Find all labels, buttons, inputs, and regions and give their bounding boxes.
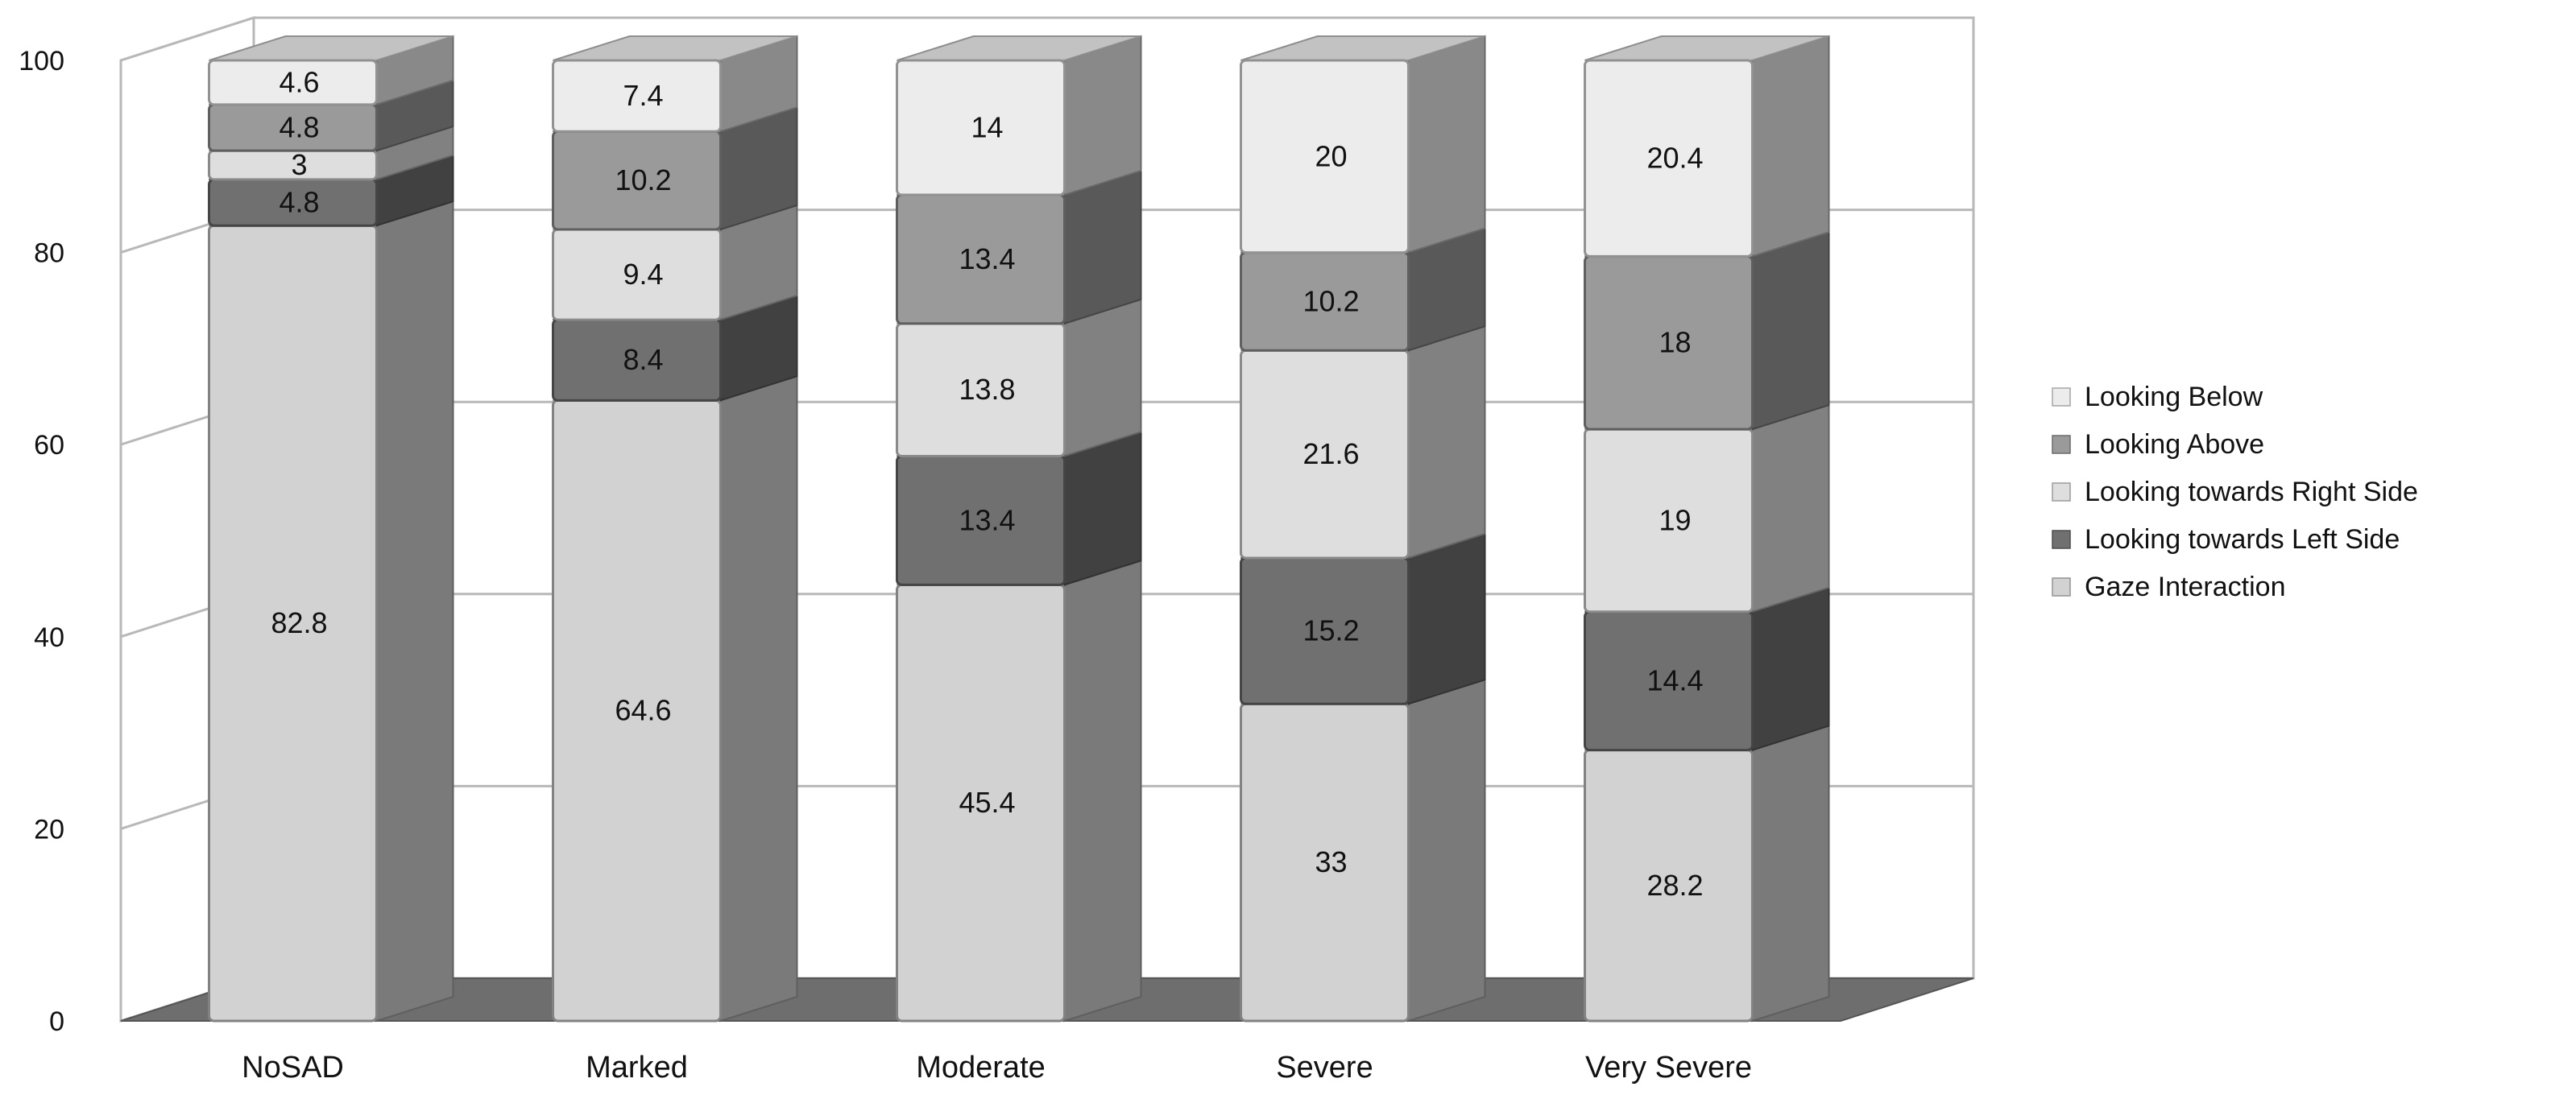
y-tick-label-100: 100 bbox=[19, 46, 64, 76]
bar-segment-looking-below-marked: 7.4 bbox=[552, 35, 798, 133]
bar-side-face bbox=[1751, 35, 1830, 258]
y-axis-tick-labels: 0 20 40 60 80 100 bbox=[19, 46, 64, 1037]
bar-side-face bbox=[719, 374, 798, 1023]
legend-label-looking-towards-right-side: Looking towards Right Side bbox=[2085, 477, 2418, 507]
data-label-looking-below-severe: 20 bbox=[1315, 139, 1347, 172]
bar-side-face bbox=[1407, 35, 1486, 254]
bar-segment-gaze-interaction-very-severe: 28.2 bbox=[1584, 725, 1830, 1023]
x-tick-label-moderate: Moderate bbox=[916, 1051, 1046, 1085]
bar-front-face bbox=[896, 59, 1066, 196]
bar-segment-looking-below-moderate: 14 bbox=[896, 35, 1142, 196]
y-tick-label-40: 40 bbox=[34, 622, 64, 653]
x-tick-label-very-severe: Very Severe bbox=[1585, 1051, 1752, 1085]
bar-segment-looking-towards-right-side-moderate: 13.8 bbox=[896, 298, 1142, 458]
bar-side-face bbox=[1063, 560, 1142, 1023]
bar-side-face bbox=[1063, 35, 1142, 196]
legend-swatch-gaze-interaction bbox=[2052, 577, 2071, 597]
y-tick-label-60: 60 bbox=[34, 430, 64, 461]
data-label-looking-towards-right-side-nosad: 3 bbox=[291, 148, 307, 181]
bar-side-face bbox=[1751, 725, 1830, 1023]
data-label-looking-below-very-severe: 20.4 bbox=[1646, 142, 1703, 175]
bar-side-face bbox=[1407, 678, 1486, 1023]
bar-severe: 33 15.2 21.6 10.2 20 bbox=[1240, 35, 1486, 1023]
data-label-gaze-interaction-severe: 33 bbox=[1315, 845, 1347, 878]
bar-segment-looking-towards-right-side-severe: 21.6 bbox=[1240, 324, 1486, 560]
legend-swatch-looking-below bbox=[2052, 387, 2071, 407]
bar-segment-looking-below-severe: 20 bbox=[1240, 35, 1486, 254]
legend-label-looking-towards-left-side: Looking towards Left Side bbox=[2085, 524, 2400, 555]
bar-segment-looking-towards-right-side-very-severe: 19 bbox=[1584, 403, 1830, 614]
data-label-looking-towards-left-side-marked: 8.4 bbox=[623, 343, 663, 376]
data-label-gaze-interaction-moderate: 45.4 bbox=[959, 786, 1015, 819]
bar-side-face bbox=[375, 200, 454, 1023]
legend-item-looking-above: Looking Above bbox=[2052, 429, 2264, 460]
data-label-looking-below-nosad: 4.6 bbox=[279, 65, 319, 98]
legend-item-looking-below: Looking Below bbox=[2052, 382, 2263, 412]
bar-side-face bbox=[1063, 431, 1142, 586]
bar-side-face bbox=[1751, 586, 1830, 751]
bar-segment-gaze-interaction-severe: 33 bbox=[1240, 678, 1486, 1023]
y-tick-label-0: 0 bbox=[49, 1006, 64, 1037]
bar-front-face bbox=[1240, 59, 1410, 254]
x-axis-category-labels: NoSAD Marked Moderate Severe Very Severe bbox=[242, 1051, 1752, 1085]
data-label-looking-above-moderate: 13.4 bbox=[959, 242, 1015, 275]
x-tick-label-nosad: NoSAD bbox=[242, 1051, 344, 1085]
bar-side-face bbox=[1407, 324, 1486, 560]
bar-nosad: 82.8 4.8 3 4.8 4.6 bbox=[208, 35, 454, 1023]
bars: 82.8 4.8 3 4.8 4.6 64.6 8.4 9.4 10.2 7.4 45.4 13.4 1… bbox=[208, 35, 1830, 1023]
data-label-looking-towards-left-side-nosad: 4.8 bbox=[279, 186, 319, 219]
data-label-looking-above-very-severe: 18 bbox=[1659, 326, 1691, 359]
legend-item-looking-towards-right-side: Looking towards Right Side bbox=[2052, 477, 2418, 507]
y-tick-label-20: 20 bbox=[34, 814, 64, 845]
data-label-looking-below-moderate: 14 bbox=[971, 111, 1003, 144]
bar-segment-gaze-interaction-marked: 64.6 bbox=[552, 374, 798, 1023]
bar-very-severe: 28.2 14.4 19 18 20.4 bbox=[1584, 35, 1830, 1023]
bar-front-face bbox=[208, 59, 378, 106]
data-label-looking-above-marked: 10.2 bbox=[615, 163, 671, 196]
bar-side-face bbox=[1751, 231, 1830, 431]
bar-segment-gaze-interaction-moderate: 45.4 bbox=[896, 560, 1142, 1023]
data-label-looking-towards-right-side-very-severe: 19 bbox=[1659, 503, 1691, 536]
bar-moderate: 45.4 13.4 13.8 13.4 14 bbox=[896, 35, 1142, 1023]
bar-marked: 64.6 8.4 9.4 10.2 7.4 bbox=[552, 35, 798, 1023]
legend-label-gaze-interaction: Gaze Interaction bbox=[2085, 572, 2285, 602]
data-label-looking-towards-right-side-moderate: 13.8 bbox=[959, 373, 1015, 406]
data-label-looking-below-marked: 7.4 bbox=[623, 79, 663, 112]
bar-side-face bbox=[1407, 532, 1486, 705]
legend-item-looking-towards-left-side: Looking towards Left Side bbox=[2052, 524, 2400, 555]
legend: Looking Below Looking Above Looking toward… bbox=[2052, 382, 2418, 602]
x-tick-label-severe: Severe bbox=[1276, 1051, 1373, 1085]
bar-front-face bbox=[1584, 59, 1754, 258]
data-label-looking-towards-right-side-severe: 21.6 bbox=[1302, 437, 1359, 470]
gridline-diagonal-100 bbox=[120, 16, 255, 62]
bar-segment-looking-below-very-severe: 20.4 bbox=[1584, 35, 1830, 258]
y-tick-label-80: 80 bbox=[34, 238, 64, 269]
data-label-gaze-interaction-marked: 64.6 bbox=[615, 694, 671, 727]
data-label-looking-towards-left-side-severe: 15.2 bbox=[1302, 614, 1359, 647]
legend-item-gaze-interaction: Gaze Interaction bbox=[2052, 572, 2285, 602]
legend-swatch-looking-above bbox=[2052, 435, 2071, 454]
data-label-looking-towards-left-side-very-severe: 14.4 bbox=[1646, 664, 1703, 697]
data-label-gaze-interaction-nosad: 82.8 bbox=[271, 606, 327, 639]
legend-swatch-looking-towards-left-side bbox=[2052, 530, 2071, 549]
bar-segment-looking-below-nosad: 4.6 bbox=[208, 35, 454, 106]
bar-segment-gaze-interaction-nosad: 82.8 bbox=[208, 200, 454, 1023]
data-label-gaze-interaction-very-severe: 28.2 bbox=[1646, 869, 1703, 902]
data-label-looking-towards-left-side-moderate: 13.4 bbox=[959, 503, 1015, 536]
bar-segment-looking-towards-left-side-severe: 15.2 bbox=[1240, 532, 1486, 705]
bar-side-face bbox=[1063, 169, 1142, 325]
legend-label-looking-above: Looking Above bbox=[2085, 429, 2264, 460]
bar-front-face bbox=[552, 59, 722, 133]
data-label-looking-above-severe: 10.2 bbox=[1302, 284, 1359, 317]
bar-side-face bbox=[1751, 403, 1830, 614]
legend-label-looking-below: Looking Below bbox=[2085, 382, 2263, 412]
data-label-looking-towards-right-side-marked: 9.4 bbox=[623, 258, 663, 291]
x-tick-label-marked: Marked bbox=[586, 1051, 688, 1085]
data-label-looking-above-nosad: 4.8 bbox=[279, 111, 319, 144]
bar-side-face bbox=[1063, 298, 1142, 457]
legend-swatch-looking-towards-right-side bbox=[2052, 482, 2071, 502]
bar-segment-looking-above-very-severe: 18 bbox=[1584, 231, 1830, 431]
